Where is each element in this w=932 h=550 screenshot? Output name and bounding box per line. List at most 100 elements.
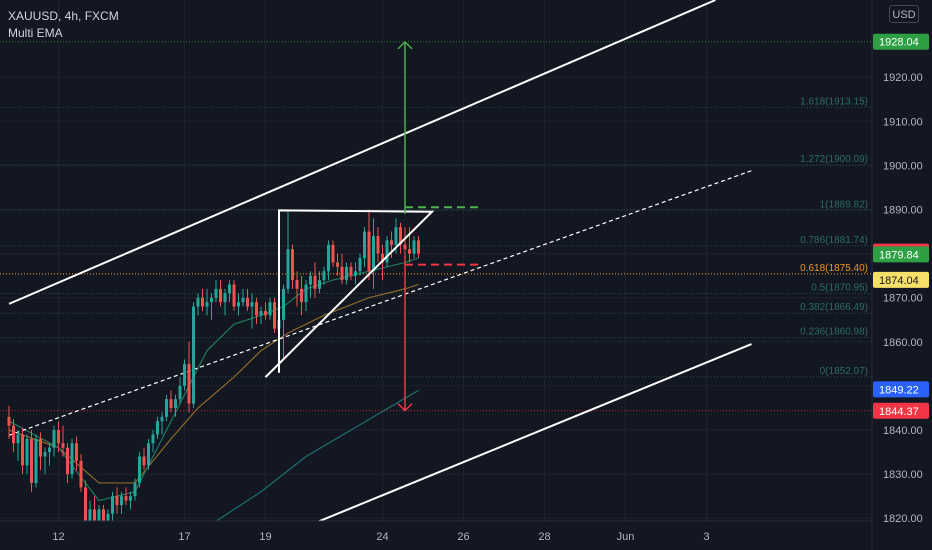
candle-body <box>93 509 96 532</box>
candle-body <box>376 235 380 254</box>
candle <box>183 359 186 391</box>
price-tag: 1928.04 <box>873 33 929 50</box>
candle <box>43 447 47 475</box>
candle-body <box>345 266 348 281</box>
candle <box>39 432 42 470</box>
fib-level-label: 0.5(1870.95) <box>811 283 868 294</box>
candle <box>331 240 335 267</box>
candle-body <box>160 416 164 422</box>
candle <box>304 280 308 311</box>
candle-body <box>21 434 24 466</box>
candle <box>16 430 20 461</box>
candle-body <box>192 306 195 404</box>
time-axis-tick-label: 19 <box>259 531 271 543</box>
candle <box>412 235 416 259</box>
candle <box>295 271 299 307</box>
candle <box>268 297 272 320</box>
candle <box>291 244 294 289</box>
price-axis-tick-label: 1870.00 <box>883 293 923 305</box>
candle-body <box>255 302 258 316</box>
candle-body <box>273 302 276 329</box>
time-axis-tick-label: 26 <box>457 531 469 543</box>
candle <box>390 231 393 259</box>
candle <box>327 240 330 281</box>
candle <box>61 425 65 457</box>
candle <box>147 438 150 470</box>
candle-body <box>403 244 407 250</box>
candle <box>237 293 240 316</box>
candle-body <box>187 363 191 404</box>
price-axis-tick-label: 1830.00 <box>883 469 923 481</box>
candle <box>115 487 119 514</box>
candle <box>12 419 15 453</box>
time-axis-bg <box>0 521 872 550</box>
candle <box>129 491 132 510</box>
candle <box>111 491 114 523</box>
candle <box>210 293 213 320</box>
target-down-arrow-head <box>397 403 413 412</box>
candle <box>219 280 222 307</box>
candle <box>345 262 348 285</box>
candle-body <box>7 416 11 426</box>
target-up-arrow-head <box>397 40 413 50</box>
candle-body <box>106 513 110 523</box>
candle <box>142 447 146 470</box>
candle-body <box>169 399 173 408</box>
candle-body <box>75 443 78 461</box>
candle <box>354 262 357 285</box>
ema-mid-line <box>8 283 419 484</box>
candle-body <box>322 271 326 281</box>
price-axis-tick-label: 1920.00 <box>883 72 923 84</box>
candle <box>48 443 51 466</box>
candle <box>241 288 245 307</box>
candle-body <box>228 284 231 294</box>
candle-body <box>336 262 339 267</box>
candle <box>34 434 38 488</box>
time-axis-tick-label: 24 <box>376 531 388 543</box>
currency-button[interactable]: USD <box>889 5 919 23</box>
channel-midline <box>8 170 752 436</box>
triangle-pattern <box>264 209 435 378</box>
candle-body <box>381 253 384 263</box>
price-axis-tick-label: 1820.00 <box>883 513 923 525</box>
candle-body <box>183 363 186 386</box>
candle-body <box>363 231 366 259</box>
candle <box>52 425 56 457</box>
candle-body <box>331 244 335 263</box>
fib-level-label: 1(1889.82) <box>820 199 868 210</box>
price-tag-bg <box>873 33 929 50</box>
channel-line <box>256 343 752 548</box>
candle-body <box>358 258 362 272</box>
candle-body <box>102 509 105 523</box>
candle-body <box>52 430 56 448</box>
price-tag-bg <box>873 381 929 398</box>
candle-body <box>300 288 303 303</box>
candle <box>160 412 164 435</box>
candle <box>282 284 285 360</box>
chart-legend: XAUUSD, 4h, FXCM Multi EMA <box>8 8 119 42</box>
candle-body <box>219 288 222 303</box>
price-axis-tick-label: 1910.00 <box>883 116 923 128</box>
candle-body <box>214 288 218 298</box>
indicator-label[interactable]: Multi EMA <box>8 26 63 40</box>
candle <box>273 297 276 333</box>
price-axis-tick-label: 1900.00 <box>883 160 923 172</box>
time-axis-tick-label: Jun <box>617 531 635 543</box>
candle <box>133 478 137 501</box>
price-tag: 1879.84 <box>873 246 929 263</box>
candle-body <box>196 297 200 307</box>
candle-body <box>25 438 29 466</box>
candle-body <box>70 443 74 475</box>
candle-body <box>304 284 308 303</box>
symbol-title[interactable]: XAUUSD, 4h, FXCM <box>8 9 119 23</box>
candle-body <box>66 447 69 475</box>
candle-body <box>412 240 416 254</box>
candle-body <box>286 249 290 289</box>
candle-body <box>367 231 371 272</box>
candle-body <box>354 271 357 276</box>
candle <box>403 227 407 259</box>
fib-level-label: 1.272(1900.09) <box>800 154 868 165</box>
candle-body <box>268 302 272 316</box>
